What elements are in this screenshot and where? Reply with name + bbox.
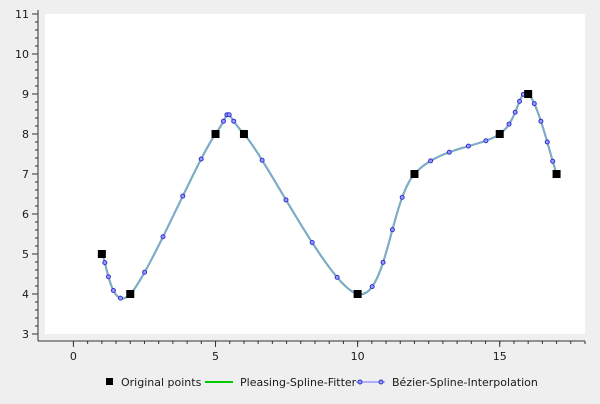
data-point-original-points — [552, 170, 561, 178]
y-tick-label: 7 — [22, 168, 29, 181]
x-tick-label: 0 — [70, 350, 77, 363]
x-tick-label: 15 — [493, 350, 507, 363]
y-tick-label: 8 — [22, 128, 29, 141]
legend-marker-original-points — [106, 378, 113, 385]
series-point-b-zier-spline-interpolation — [483, 138, 489, 144]
series-point-b-zier-spline-interpolation — [142, 269, 148, 275]
series-point-b-zier-spline-interpolation — [226, 112, 232, 118]
series-point-b-zier-spline-interpolation — [369, 284, 375, 290]
series-point-b-zier-spline-interpolation — [512, 109, 518, 115]
series-point-b-zier-spline-interpolation — [550, 158, 556, 164]
series-point-b-zier-spline-interpolation — [538, 118, 544, 124]
series-point-b-zier-spline-interpolation — [446, 149, 452, 155]
legend: Original points Pleasing-Spline-Fitter B… — [106, 376, 538, 389]
series-point-b-zier-spline-interpolation — [259, 157, 265, 163]
axes: 3 4 5 6 7 8 9 10 11 0 5 10 15 — [15, 8, 586, 363]
y-tick-label: 10 — [15, 48, 29, 61]
series-point-b-zier-spline-interpolation — [283, 197, 289, 203]
legend-label-bezier-spline-interpolation: Bézier-Spline-Interpolation — [392, 376, 538, 389]
y-tick-label: 9 — [22, 88, 29, 101]
plot-area — [45, 14, 585, 334]
series-point-b-zier-spline-interpolation — [110, 287, 116, 293]
series-point-b-zier-spline-interpolation — [198, 156, 204, 162]
series-point-b-zier-spline-interpolation — [231, 118, 237, 124]
x-tick-label: 5 — [212, 350, 219, 363]
data-point-original-points — [410, 170, 419, 178]
series-layer — [97, 90, 561, 301]
series-point-b-zier-spline-interpolation — [105, 274, 111, 280]
data-point-original-points — [353, 290, 362, 298]
series-point-b-zier-spline-interpolation — [309, 239, 315, 245]
y-tick-label: 5 — [22, 248, 29, 261]
series-point-b-zier-spline-interpolation — [531, 101, 537, 107]
data-point-original-points — [126, 290, 135, 298]
series-point-b-zier-spline-interpolation — [160, 234, 166, 240]
legend-label-original-points: Original points — [121, 376, 202, 389]
series-point-b-zier-spline-interpolation — [380, 259, 386, 265]
legend-marker-bezier-right — [378, 379, 384, 385]
legend-label-pleasing-spline-fitter: Pleasing-Spline-Fitter — [240, 376, 357, 389]
data-point-original-points — [97, 250, 106, 258]
series-point-b-zier-spline-interpolation — [220, 118, 226, 124]
data-point-original-points — [495, 130, 504, 138]
series-point-b-zier-spline-interpolation — [389, 227, 395, 233]
series-point-b-zier-spline-interpolation — [428, 158, 434, 164]
y-tick-label: 11 — [15, 8, 29, 21]
series-point-b-zier-spline-interpolation — [117, 295, 123, 301]
data-point-original-points — [211, 130, 220, 138]
series-point-b-zier-spline-interpolation — [544, 139, 550, 145]
series-point-b-zier-spline-interpolation — [465, 143, 471, 149]
data-point-original-points — [524, 90, 533, 98]
legend-marker-bezier-left — [357, 379, 363, 385]
series-point-b-zier-spline-interpolation — [399, 194, 405, 200]
series-point-b-zier-spline-interpolation — [180, 193, 186, 199]
data-point-original-points — [239, 130, 248, 138]
y-tick-label: 4 — [22, 288, 29, 301]
x-tick-label: 10 — [351, 350, 365, 363]
series-point-b-zier-spline-interpolation — [517, 98, 523, 104]
series-point-b-zier-spline-interpolation — [102, 260, 108, 266]
y-tick-label: 6 — [22, 208, 29, 221]
y-tick-label: 3 — [22, 328, 29, 341]
series-point-b-zier-spline-interpolation — [506, 121, 512, 127]
series-point-b-zier-spline-interpolation — [334, 274, 340, 280]
